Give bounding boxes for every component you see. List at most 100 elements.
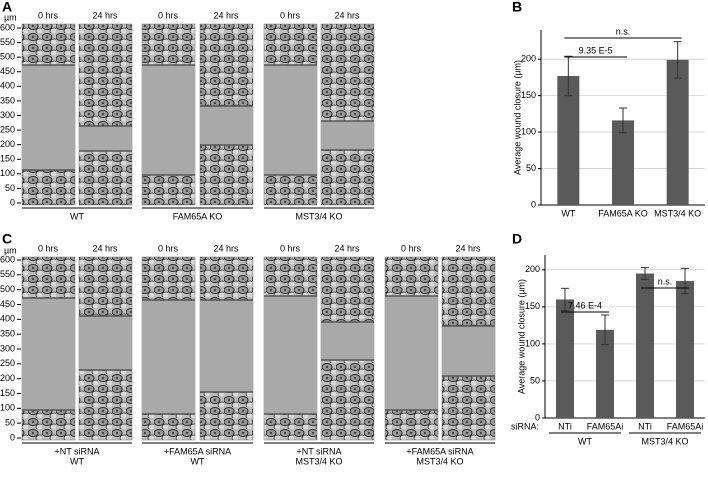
wound-area xyxy=(79,126,132,151)
y-tick-label: 50 xyxy=(526,163,536,173)
y-tick-label: 550 xyxy=(0,269,15,279)
x-tick-label: MST3/4 KO xyxy=(654,208,701,218)
y-tick-label: 150 xyxy=(0,388,15,398)
micrograph xyxy=(78,23,133,206)
time-label: 0 hrs xyxy=(158,10,179,20)
wound-area xyxy=(22,298,75,410)
group-label: MST3/4 KO xyxy=(295,211,342,221)
y-tick-label: 150 xyxy=(521,90,536,100)
y-tick-label: 250 xyxy=(0,124,15,134)
wound-area xyxy=(79,316,132,370)
wound-area xyxy=(321,322,374,360)
y-tick-label: 0 xyxy=(531,199,536,209)
wound-area xyxy=(22,65,75,170)
group-label: FAM65A KO xyxy=(173,211,223,221)
wound-area xyxy=(385,296,438,410)
significance-label: 9.35 E-5 xyxy=(579,45,613,55)
significance-label: n.s. xyxy=(658,276,673,286)
time-label: 0 hrs xyxy=(280,10,301,20)
time-label: 24 hrs xyxy=(334,243,360,253)
time-label: 24 hrs xyxy=(92,10,118,20)
group-label: MST3/4 KO xyxy=(416,456,463,466)
y-tick-label: 450 xyxy=(0,299,15,309)
y-tick-label: 500 xyxy=(0,52,15,62)
y-tick-label: 200 xyxy=(0,139,15,149)
y-tick-label: 0 xyxy=(10,197,15,207)
time-label: 24 hrs xyxy=(213,10,239,20)
group-label: WT xyxy=(578,436,592,446)
time-label: 0 hrs xyxy=(38,10,59,20)
time-label: 24 hrs xyxy=(455,243,481,253)
y-tick-label: 600 xyxy=(0,22,15,32)
bar xyxy=(676,280,694,418)
category-prefix: siRNA: xyxy=(511,421,539,431)
group-label: WT xyxy=(70,211,84,221)
group-label: WT xyxy=(70,456,84,466)
y-tick-label: 300 xyxy=(0,343,15,353)
y-tick-label: 500 xyxy=(0,284,15,294)
x-tick-label: FAM65Ai xyxy=(667,421,704,431)
time-label: 0 hrs xyxy=(158,243,179,253)
y-axis-label: Average wound closure (µm) xyxy=(512,60,522,175)
y-tick-label: 100 xyxy=(525,338,540,348)
time-label: 24 hrs xyxy=(92,243,118,253)
y-tick-label: 50 xyxy=(530,375,540,385)
y-tick-label: 600 xyxy=(0,254,15,264)
y-tick-label: 100 xyxy=(0,403,15,413)
y-tick-label: 400 xyxy=(0,81,15,91)
panel-letter: D xyxy=(512,231,522,247)
y-tick-label: 50 xyxy=(5,183,15,193)
x-tick-label: FAM65A KO xyxy=(598,208,648,218)
bar xyxy=(557,75,580,205)
panel-letter: B xyxy=(512,0,522,15)
y-tick-label: 250 xyxy=(0,358,15,368)
wound-area xyxy=(442,326,495,376)
y-axis-label: Average wound closure (µm) xyxy=(516,279,526,394)
x-tick-label: NTi xyxy=(558,421,572,431)
y-tick-label: 450 xyxy=(0,66,15,76)
y-tick-label: 150 xyxy=(525,301,540,311)
y-tick-label: 300 xyxy=(0,110,15,120)
bar xyxy=(636,273,654,418)
y-tick-label: 100 xyxy=(0,168,15,178)
axis-unit: µm xyxy=(4,12,17,22)
wound-area xyxy=(200,300,253,392)
significance-label: 7.46 E-4 xyxy=(568,300,602,310)
y-tick-label: 200 xyxy=(525,264,540,274)
group-label: +NT siRNA xyxy=(54,446,99,456)
y-tick-label: 50 xyxy=(5,418,15,428)
y-tick-label: 350 xyxy=(0,95,15,105)
group-label: WT xyxy=(191,456,205,466)
group-label: MST3/4 KO xyxy=(295,456,342,466)
wound-area xyxy=(142,300,195,414)
time-label: 24 hrs xyxy=(213,243,239,253)
bar xyxy=(596,329,614,418)
x-tick-label: WT xyxy=(561,208,575,218)
y-tick-label: 100 xyxy=(521,126,536,136)
y-tick-label: 200 xyxy=(0,373,15,383)
y-tick-label: 200 xyxy=(521,54,536,64)
y-tick-label: 550 xyxy=(0,37,15,47)
group-label: +NT siRNA xyxy=(296,446,341,456)
time-label: 0 hrs xyxy=(38,243,59,253)
wound-area xyxy=(264,65,317,175)
wound-area xyxy=(264,296,317,414)
time-label: 24 hrs xyxy=(334,10,360,20)
x-tick-label: FAM65Ai xyxy=(587,421,624,431)
group-label: MST3/4 KO xyxy=(641,436,688,446)
y-tick-label: 400 xyxy=(0,314,15,324)
y-tick-label: 350 xyxy=(0,329,15,339)
bar xyxy=(612,120,634,205)
x-tick-label: NTi xyxy=(638,421,652,431)
time-label: 0 hrs xyxy=(280,243,301,253)
wound-area xyxy=(142,65,195,175)
axis-unit: µm xyxy=(4,245,17,255)
panel-letter: C xyxy=(2,231,12,247)
panel-letter: A xyxy=(2,0,12,15)
time-label: 0 hrs xyxy=(401,243,422,253)
bar xyxy=(666,59,689,206)
significance-label: n.s. xyxy=(616,26,631,36)
micrograph xyxy=(320,23,375,206)
y-tick-label: 0 xyxy=(10,432,15,442)
